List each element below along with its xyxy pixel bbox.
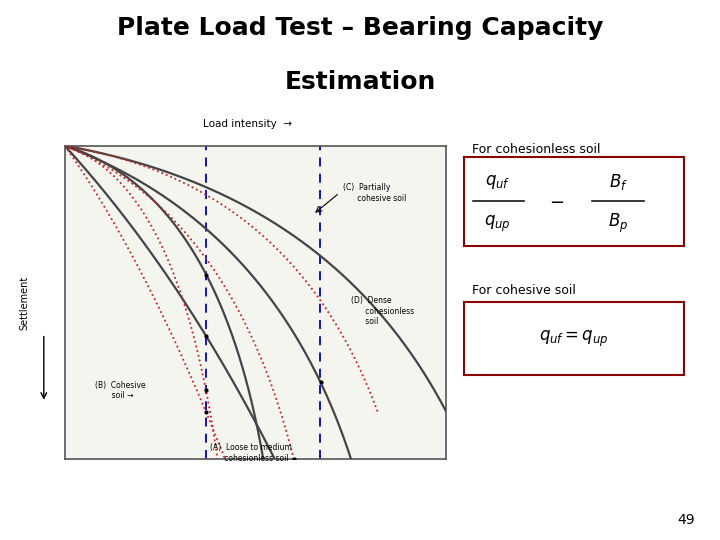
Text: (D)  Dense
      cohesionless
      soil: (D) Dense cohesionless soil	[351, 296, 414, 326]
Text: (C)  Partially
      cohesive soil: (C) Partially cohesive soil	[343, 184, 407, 203]
Text: Load intensity  →: Load intensity →	[204, 119, 292, 129]
Text: Plate Load Test – Bearing Capacity: Plate Load Test – Bearing Capacity	[117, 16, 603, 40]
Text: Settlement: Settlement	[19, 275, 30, 329]
Text: (B)  Cohesive
       soil →: (B) Cohesive soil →	[95, 381, 146, 400]
Text: For cohesive soil: For cohesive soil	[472, 284, 575, 296]
Text: (A)  Loose to medium
      cohesionless soil: (A) Loose to medium cohesionless soil	[210, 443, 292, 463]
Text: 49: 49	[678, 512, 695, 526]
Text: $B_{f}$: $B_{f}$	[608, 172, 628, 192]
Text: $q_{uf}$: $q_{uf}$	[485, 173, 510, 191]
Text: For cohesionless soil: For cohesionless soil	[472, 143, 600, 156]
Text: $q_{uf} = q_{up}$: $q_{uf} = q_{up}$	[539, 329, 609, 349]
Text: $-$: $-$	[549, 192, 564, 210]
Text: $B_{p}$: $B_{p}$	[608, 212, 629, 235]
Text: $q_{up}$: $q_{up}$	[484, 213, 510, 233]
Text: Estimation: Estimation	[284, 70, 436, 94]
